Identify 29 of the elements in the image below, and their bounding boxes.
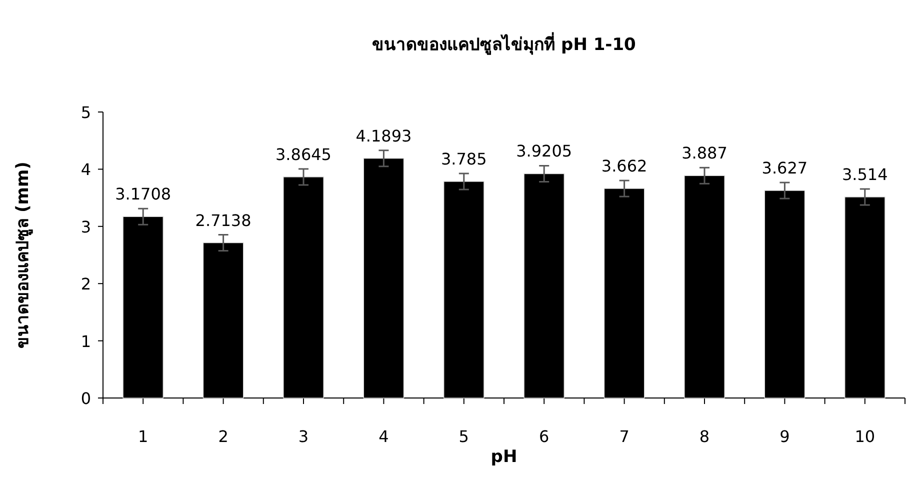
data-label: 3.662: [601, 156, 648, 176]
x-tick-label: 9: [780, 427, 790, 446]
x-tick-label: 2: [218, 427, 228, 446]
data-label: 3.8645: [276, 144, 332, 164]
data-label: 3.514: [842, 164, 888, 184]
x-tick-label: 8: [699, 427, 710, 446]
data-label: 3.1708: [115, 184, 172, 204]
x-tick-label: 10: [854, 427, 876, 446]
chart-title: ขนาดของแคปซูลไข่มุกที่ pH 1-10: [372, 32, 636, 56]
data-label: 3.887: [682, 144, 728, 163]
x-tick-label: 5: [458, 427, 469, 446]
data-label: 4.1893: [356, 126, 412, 146]
data-label: 2.7138: [195, 210, 252, 230]
x-tick-label: 4: [378, 427, 389, 446]
data-label: 3.9205: [516, 142, 572, 161]
y-tick-label: 4: [80, 160, 91, 180]
y-tick-label: 2: [80, 274, 91, 294]
data-label: 3.627: [762, 158, 808, 178]
y-tick-label: 5: [80, 103, 91, 122]
data-label: 3.785: [440, 149, 487, 168]
y-axis-title: ขนาดของแคปซูล (mm): [13, 162, 34, 348]
x-tick-label: 6: [539, 427, 550, 446]
x-tick-label: 3: [298, 427, 309, 446]
x-tick-label: 7: [619, 427, 630, 446]
x-axis-title: pH: [490, 447, 518, 467]
y-tick-label: 0: [80, 389, 91, 408]
y-tick-label: 3: [80, 217, 91, 236]
y-tick-label: 1: [80, 332, 91, 351]
x-tick-label: 1: [138, 427, 148, 446]
